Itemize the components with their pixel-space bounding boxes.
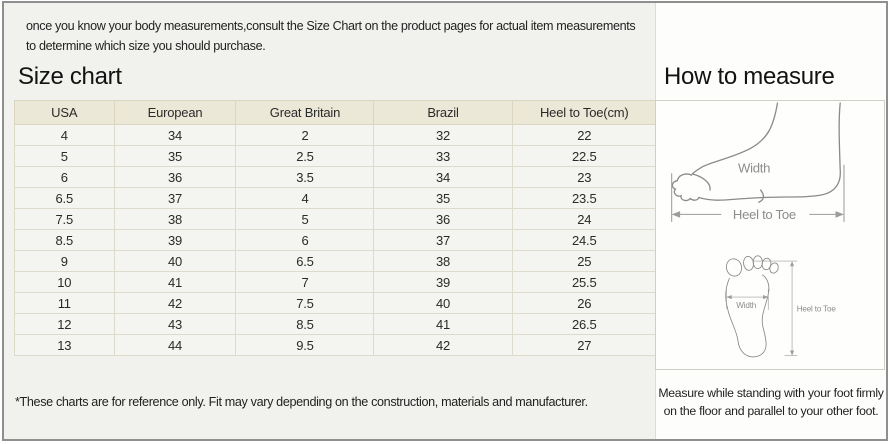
size-table-cell: 41 <box>113 271 237 293</box>
size-table-cell: 7.5 <box>14 208 115 230</box>
size-table-cell: 22 <box>511 124 657 146</box>
size-table-row: 10 41 7 39 25.5 <box>14 271 657 293</box>
size-table-cell: 6.5 <box>235 250 375 272</box>
measure-diagram-box: Width Heel to Toe <box>655 100 885 370</box>
size-table-cell: 12 <box>14 313 115 335</box>
size-table-row: 4 34 2 32 22 <box>14 124 657 146</box>
size-table-cell: 44 <box>113 334 237 356</box>
size-table-column-header: USA <box>14 100 115 125</box>
measure-instruction: Measure while standing with your foot fi… <box>658 386 884 419</box>
size-table-cell: 22.5 <box>511 145 657 167</box>
size-table-cell: 36 <box>113 166 237 188</box>
size-chart-title: Size chart <box>18 63 122 90</box>
size-table-header-row: USA European Great Britain Brazil Heel to To… <box>14 100 657 125</box>
size-table-cell: 9.5 <box>235 334 375 356</box>
size-table-row: 6.5 37 4 35 23.5 <box>14 187 657 209</box>
size-table-cell: 3.5 <box>235 166 375 188</box>
size-table-cell: 34 <box>113 124 237 146</box>
size-table-cell: 11 <box>14 292 115 314</box>
size-table-cell: 2.5 <box>235 145 375 167</box>
size-table-cell: 37 <box>113 187 237 209</box>
size-table-row: 12 43 8.5 41 26.5 <box>14 313 657 335</box>
size-table-row: 6 36 3.5 34 23 <box>14 166 657 188</box>
size-table-cell: 23 <box>511 166 657 188</box>
heel-to-toe-label-sole: Heel to Toe <box>797 305 837 314</box>
size-table-cell: 24 <box>511 208 657 230</box>
size-table-cell: 13 <box>14 334 115 356</box>
width-label-sole: Width <box>736 301 756 310</box>
reference-footnote: *These charts are for reference only. Fi… <box>15 395 588 409</box>
size-table-cell: 8.5 <box>14 229 115 251</box>
size-table-cell: 7 <box>235 271 375 293</box>
size-table-cell: 41 <box>373 313 513 335</box>
size-table-cell: 40 <box>373 292 513 314</box>
size-table-cell: 25.5 <box>511 271 657 293</box>
size-table-cell: 9 <box>14 250 115 272</box>
size-table-cell: 2 <box>235 124 375 146</box>
size-table-cell: 26 <box>511 292 657 314</box>
size-table-cell: 6 <box>14 166 115 188</box>
size-table-cell: 7.5 <box>235 292 375 314</box>
size-table-cell: 34 <box>373 166 513 188</box>
how-to-measure-panel: How to measure <box>655 3 886 439</box>
width-label-side: Width <box>738 160 770 175</box>
intro-text: once you know your body measurements,con… <box>26 19 636 53</box>
foot-sole-view-diagram: Width Heel to Toe <box>725 255 837 358</box>
size-table-row: 9 40 6.5 38 25 <box>14 250 657 272</box>
size-chart-table: USA European Great Britain Brazil Heel to To… <box>14 100 657 356</box>
size-table-cell: 6.5 <box>14 187 115 209</box>
size-table-cell: 27 <box>511 334 657 356</box>
size-table-cell: 6 <box>235 229 375 251</box>
size-table-cell: 37 <box>373 229 513 251</box>
size-table-row: 7.5 38 5 36 24 <box>14 208 657 230</box>
size-table-cell: 23.5 <box>511 187 657 209</box>
size-table-cell: 42 <box>113 292 237 314</box>
size-table-column-header: Great Britain <box>235 100 375 125</box>
size-table-cell: 4 <box>235 187 375 209</box>
size-table-cell: 26.5 <box>511 313 657 335</box>
size-table-cell: 39 <box>113 229 237 251</box>
size-table-row: 13 44 9.5 42 27 <box>14 334 657 356</box>
size-table-column-header: Brazil <box>373 100 513 125</box>
size-table-cell: 43 <box>113 313 237 335</box>
size-table-cell: 39 <box>373 271 513 293</box>
size-table-cell: 35 <box>373 187 513 209</box>
size-table-cell: 38 <box>113 208 237 230</box>
size-table-column-header: European <box>113 100 237 125</box>
size-table-row: 8.5 39 6 37 24.5 <box>14 229 657 251</box>
size-table-row: 11 42 7.5 40 26 <box>14 292 657 314</box>
size-table-cell: 36 <box>373 208 513 230</box>
size-table-cell: 42 <box>373 334 513 356</box>
size-table-cell: 32 <box>373 124 513 146</box>
heel-to-toe-label-side: Heel to Toe <box>733 207 796 222</box>
size-table-cell: 10 <box>14 271 115 293</box>
foot-side-view-diagram: Width Heel to Toe <box>671 102 845 222</box>
size-table-cell: 35 <box>113 145 237 167</box>
size-table-cell: 40 <box>113 250 237 272</box>
size-table-cell: 33 <box>373 145 513 167</box>
size-table-cell: 5 <box>14 145 115 167</box>
how-to-measure-title: How to measure <box>664 63 835 90</box>
size-table-cell: 5 <box>235 208 375 230</box>
size-table-cell: 25 <box>511 250 657 272</box>
size-table-row: 5 35 2.5 33 22.5 <box>14 145 657 167</box>
size-table-cell: 4 <box>14 124 115 146</box>
size-table-cell: 38 <box>373 250 513 272</box>
size-table-cell: 24.5 <box>511 229 657 251</box>
size-table-column-header: Heel to Toe(cm) <box>511 100 657 125</box>
size-table-cell: 8.5 <box>235 313 375 335</box>
